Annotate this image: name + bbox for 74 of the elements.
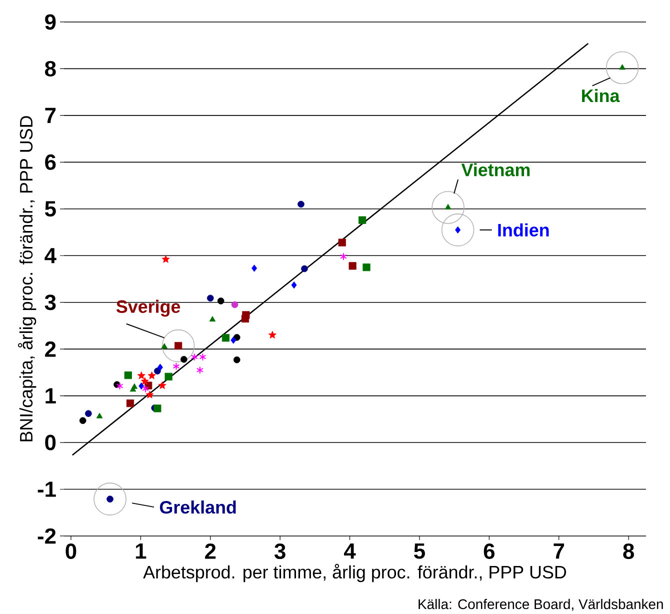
point [172,362,180,370]
annotation: Vietnam [461,163,530,176]
x-tick-label: 0 [66,543,76,560]
y-tick-label: 5 [44,201,56,217]
point [233,356,240,364]
y-tick-label: 8 [45,60,56,76]
y-axis-title: BNI/capita, årlig proc. förändr., PPP USD [18,116,36,442]
x-tick-label: 8 [623,543,634,560]
y-tick-label: 6 [45,154,56,170]
point [196,366,204,374]
y-tick-label: -2 [38,528,56,544]
point [217,298,224,304]
point [444,204,452,210]
point [140,377,149,385]
point [154,404,162,412]
x-tick-label: 2 [205,543,216,559]
point [291,281,297,289]
point [131,383,138,389]
annotation: Kina [582,88,620,102]
point [142,384,150,393]
point [190,353,198,361]
point [358,216,366,224]
point [301,265,308,272]
point [116,382,124,390]
point [340,252,347,260]
annotation: Grekland [160,500,236,514]
point [209,316,216,322]
point [126,399,134,408]
y-tick-label: 0 [45,434,56,450]
point [298,200,304,208]
x-tick-label: 3 [274,543,286,560]
point [231,301,238,308]
annotation: Sverige [116,300,180,317]
y-tick-label: 4 [44,248,56,264]
point [164,372,172,380]
point [348,262,356,270]
point [157,364,163,371]
point [85,410,92,417]
point [241,314,250,322]
point [138,382,144,390]
text: Källa: Conference Board, Världsbanken [418,598,663,611]
x-tick-label: 1 [136,544,146,559]
y-tick-label: -1 [38,482,56,497]
x-tick-label: 5 [414,544,425,559]
point [79,417,86,424]
point [180,356,188,363]
point [338,238,346,246]
point [362,264,370,272]
x-axis-title: Arbetsprod. per timme, årlig proc. förändr., PPP USD [143,564,566,582]
y-tick-label: 2 [45,341,56,357]
y-tick-label: 1 [46,388,56,404]
point [124,371,132,380]
y-tick-label: 7 [45,108,56,123]
point [252,264,258,272]
point [162,255,170,263]
point [222,334,230,342]
point [161,343,168,349]
x-tick-label: 6 [484,543,494,560]
point [154,368,161,374]
point [96,412,103,418]
point [199,353,206,361]
point [619,64,626,70]
x-tick-label: 4 [344,544,356,559]
point [148,372,156,380]
annotation: Indien [498,223,549,236]
point [137,372,146,380]
point [230,336,236,344]
y-tick-label: 9 [45,14,56,30]
point [268,330,276,338]
point [158,381,166,389]
y-tick-label: 3 [44,294,56,310]
point [206,294,214,302]
point [146,390,154,398]
x-tick-label: 7 [554,544,564,559]
